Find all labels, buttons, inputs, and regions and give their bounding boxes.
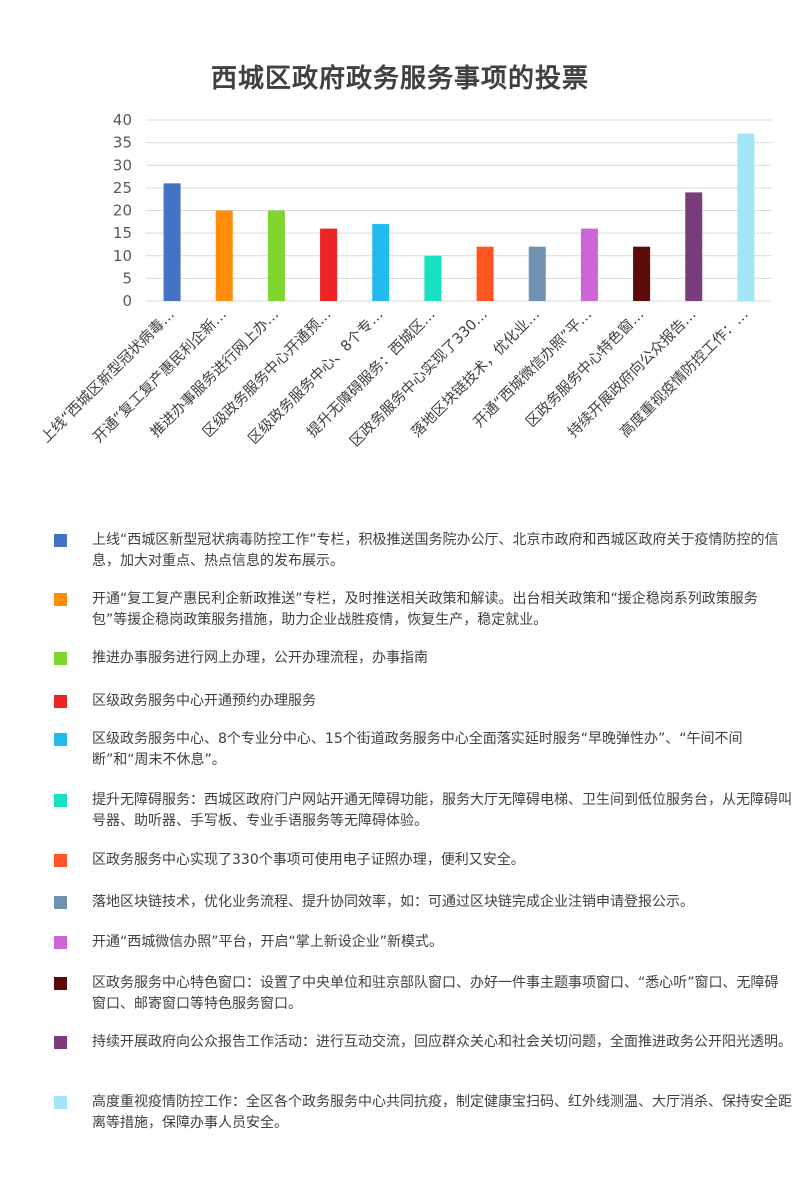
- chart-title: 西城区政府政务服务事项的投票: [210, 64, 589, 94]
- legend-item: 开通“复工复产惠民利企新政推送”专栏，及时推送相关政策和解读。出台相关政策和“援…: [54, 589, 792, 631]
- legend-swatch: [54, 652, 67, 665]
- y-tick-label: 0: [122, 292, 132, 310]
- legend-label: 上线“西城区新型冠状病毒防控工作”专栏，积极推送国务院办公厅、北京市政府和西城区…: [92, 532, 779, 569]
- legend-item: 落地区块链技术，优化业务流程、提升协同效率，如：可通过区块链完成企业注销申请登报…: [54, 892, 792, 913]
- legend-label: 区政务服务中心特色窗口：设置了中央单位和驻京部队窗口、办好一件事主题事项窗口、“…: [92, 975, 779, 1012]
- bar: [685, 192, 703, 301]
- bar: [424, 255, 442, 301]
- y-tick-label: 10: [113, 247, 132, 265]
- bar: [215, 210, 233, 301]
- y-tick-label: 35: [113, 134, 132, 152]
- bar: [320, 228, 338, 301]
- legend-swatch: [54, 1036, 67, 1049]
- legend-label: 区政务服务中心实现了330个事项可使用电子证照办理，便利又安全。: [92, 852, 525, 868]
- legend-label: 开通“西城微信办照”平台，开启“掌上新设企业”新模式。: [92, 934, 444, 950]
- legend-label: 区级政务服务中心、8个专业分中心、15个街道政务服务中心全面落实延时服务“早晚弹…: [92, 731, 743, 768]
- legend-item: 高度重视疫情防控工作：全区各个政务服务中心共同抗疫，制定健康宝扫码、红外线测温、…: [54, 1092, 792, 1134]
- legend-swatch: [54, 695, 67, 708]
- legend-label: 开通“复工复产惠民利企新政推送”专栏，及时推送相关政策和解读。出台相关政策和“援…: [92, 591, 758, 628]
- legend-item: 区政务服务中心实现了330个事项可使用电子证照办理，便利又安全。: [54, 850, 792, 871]
- y-tick-label: 40: [113, 111, 132, 129]
- legend-swatch: [54, 896, 67, 909]
- bar: [528, 246, 546, 301]
- bar: [163, 183, 181, 301]
- y-tick-label: 20: [113, 202, 132, 220]
- y-tick-label: 30: [113, 156, 132, 174]
- bar: [580, 228, 598, 301]
- legend-item: 上线“西城区新型冠状病毒防控工作”专栏，积极推送国务院办公厅、北京市政府和西城区…: [54, 530, 792, 572]
- legend-label: 区级政务服务中心开通预约办理服务: [92, 693, 316, 709]
- legend-swatch: [54, 854, 67, 867]
- legend-swatch: [54, 977, 67, 990]
- legend-label: 落地区块链技术，优化业务流程、提升协同效率，如：可通过区块链完成企业注销申请登报…: [92, 894, 694, 910]
- y-tick-label: 5: [122, 269, 132, 287]
- legend-swatch: [54, 534, 67, 547]
- bar: [737, 133, 755, 301]
- legend-label: 提升无障碍服务：西城区政府门户网站开通无障碍功能，服务大厅无障碍电梯、卫生间到低…: [92, 792, 792, 829]
- bar: [372, 224, 390, 301]
- legend-item: 持续开展政府向公众报告工作活动：进行互动交流，回应群众关心和社会关切问题，全面推…: [54, 1032, 792, 1053]
- bar: [633, 246, 651, 301]
- legend-item: 开通“西城微信办照”平台，开启“掌上新设企业”新模式。: [54, 932, 792, 953]
- legend-swatch: [54, 1096, 67, 1109]
- y-tick-label: 25: [113, 179, 132, 197]
- legend-swatch: [54, 936, 67, 949]
- y-tick-label: 15: [113, 224, 132, 242]
- legend-swatch: [54, 593, 67, 606]
- legend-swatch: [54, 733, 67, 746]
- legend-item: 推进办事服务进行网上办理，公开办理流程，办事指南: [54, 648, 792, 669]
- legend-label: 推进办事服务进行网上办理，公开办理流程，办事指南: [92, 650, 428, 666]
- legend-item: 区级政务服务中心、8个专业分中心、15个街道政务服务中心全面落实延时服务“早晚弹…: [54, 729, 792, 771]
- legend-label: 高度重视疫情防控工作：全区各个政务服务中心共同抗疫，制定健康宝扫码、红外线测温、…: [92, 1094, 792, 1131]
- legend-item: 提升无障碍服务：西城区政府门户网站开通无障碍功能，服务大厅无障碍电梯、卫生间到低…: [54, 790, 792, 832]
- legend-swatch: [54, 794, 67, 807]
- bar: [476, 246, 494, 301]
- bar-chart: 0510152025303540上线“西城区新型冠状病毒…开通“复工复产惠民利企…: [38, 111, 772, 450]
- legend-label: 持续开展政府向公众报告工作活动：进行互动交流，回应群众关心和社会关切问题，全面推…: [92, 1034, 792, 1050]
- legend-item: 区政务服务中心特色窗口：设置了中央单位和驻京部队窗口、办好一件事主题事项窗口、“…: [54, 973, 792, 1015]
- legend-item: 区级政务服务中心开通预约办理服务: [54, 691, 792, 712]
- bar: [267, 210, 285, 301]
